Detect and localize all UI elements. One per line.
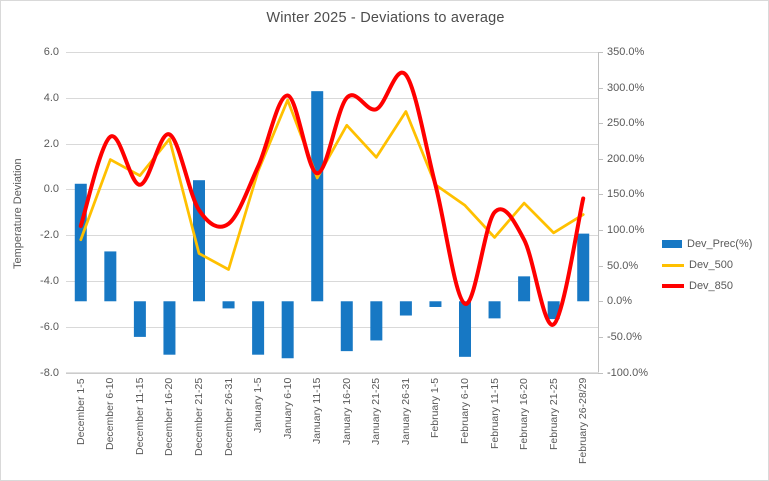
legend-swatch-yellow-line — [662, 263, 684, 267]
bar-dev-prec — [459, 301, 471, 357]
left-axis-tick-label: 0.0 — [43, 183, 59, 196]
bar-dev-prec — [429, 301, 442, 307]
legend-item-dev-850: Dev_850 — [662, 280, 752, 292]
x-axis-label: February 26-28/29 — [577, 378, 590, 465]
left-axis-tick-label: -6.0 — [40, 320, 59, 333]
bar-dev-prec — [252, 301, 265, 355]
chart-title: Winter 2025 - Deviations to average — [266, 10, 505, 26]
legend-swatch-red-line — [662, 284, 684, 288]
legend-item-dev-prec: Dev_Prec(%) — [662, 238, 752, 250]
right-axis-tick-label: 350.0% — [607, 46, 645, 58]
bar-dev-prec — [577, 233, 590, 302]
bar-dev-prec — [488, 301, 501, 319]
bar-dev-prec — [193, 180, 205, 302]
left-axis-tick-label: -8.0 — [40, 366, 59, 379]
right-axis-tick-label: 150.0% — [607, 188, 645, 201]
x-axis-label: December 11-15 — [133, 378, 146, 456]
x-axis-label: January 6-10 — [281, 378, 294, 440]
right-axis-tick-label: 300.0% — [607, 81, 645, 94]
x-axis-label: February 21-25 — [547, 378, 560, 450]
x-axis-label: February 16-20 — [518, 378, 531, 450]
left-axis-tick-label: -4.0 — [40, 274, 59, 287]
x-axis-label: January 16-20 — [340, 378, 353, 446]
right-axis-tick-label: 250.0% — [607, 117, 645, 130]
right-axis-tick-label: 100.0% — [607, 224, 645, 237]
legend-label-dev-prec: Dev_Prec(%) — [687, 238, 753, 250]
legend-label-dev-500: Dev_500 — [689, 259, 734, 271]
x-axis-label: January 21-25 — [370, 378, 383, 446]
x-axis-label: December 1-5 — [74, 378, 87, 445]
bar-dev-prec — [104, 251, 117, 302]
bar-dev-prec — [163, 301, 176, 355]
right-axis-tick-label: -50.0% — [607, 330, 642, 343]
bar-dev-prec — [340, 301, 353, 352]
bar-dev-prec — [311, 91, 324, 302]
line-dev-500 — [79, 98, 585, 271]
bar-dev-prec — [133, 301, 146, 337]
left-axis-tick-label: -2.0 — [40, 229, 59, 242]
left-axis-tick-label: 2.0 — [43, 137, 59, 150]
x-axis-label: February 6-10 — [459, 378, 471, 444]
x-axis-label: February 11-15 — [488, 378, 501, 450]
bar-dev-prec — [222, 301, 235, 309]
left-axis-tick-label: 4.0 — [43, 91, 59, 104]
right-axis-tick-label: -100.0% — [607, 366, 648, 379]
legend-item-dev-500: Dev_500 — [662, 259, 752, 271]
x-axis-label: December 6-10 — [104, 378, 117, 451]
x-axis-label: December 21-25 — [193, 378, 205, 457]
x-axis-label: January 26-31 — [399, 378, 412, 446]
bar-dev-prec — [518, 276, 531, 302]
legend: Dev_Prec(%) Dev_500 Dev_850 — [662, 238, 752, 301]
legend-label-dev-850: Dev_850 — [689, 280, 734, 292]
bar-dev-prec — [281, 301, 294, 359]
right-axis-tick-label: 200.0% — [607, 152, 645, 165]
legend-swatch-bar — [662, 240, 682, 248]
bar-dev-prec — [74, 183, 87, 302]
bar-dev-prec — [399, 301, 412, 316]
x-axis-label: December 26-31 — [222, 378, 235, 457]
left-axis-tick-label: 6.0 — [43, 46, 59, 58]
right-axis-tick-label: 0.0% — [607, 295, 633, 308]
bar-dev-prec — [370, 301, 383, 341]
line-dev-850 — [78, 70, 586, 327]
x-axis-label: January 11-15 — [311, 378, 324, 445]
right-axis-tick-label: 50.0% — [607, 259, 639, 272]
x-axis-label: December 16-20 — [163, 378, 176, 457]
x-axis-label: February 1-5 — [429, 378, 442, 439]
x-axis-label: January 1-5 — [252, 378, 265, 434]
